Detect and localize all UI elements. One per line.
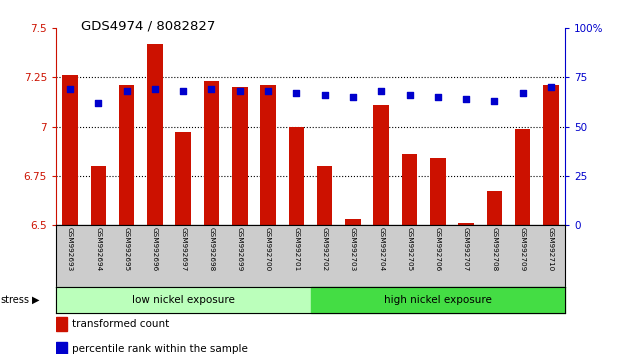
Point bbox=[489, 98, 499, 104]
Text: high nickel exposure: high nickel exposure bbox=[384, 295, 492, 305]
Point bbox=[235, 88, 245, 94]
Bar bbox=[430, 158, 446, 225]
Point bbox=[376, 88, 386, 94]
Bar bbox=[175, 132, 191, 225]
Bar bbox=[260, 85, 276, 225]
Point bbox=[348, 94, 358, 100]
Point bbox=[461, 96, 471, 102]
Bar bbox=[56, 342, 67, 354]
Text: GSM992695: GSM992695 bbox=[124, 227, 130, 271]
Bar bbox=[373, 105, 389, 225]
Text: GSM992697: GSM992697 bbox=[180, 227, 186, 271]
Bar bbox=[310, 287, 565, 313]
Bar bbox=[204, 81, 219, 225]
Bar bbox=[458, 223, 474, 225]
Bar bbox=[487, 192, 502, 225]
Point bbox=[433, 94, 443, 100]
Text: GSM992707: GSM992707 bbox=[463, 227, 469, 271]
Text: GSM992698: GSM992698 bbox=[209, 227, 214, 271]
Bar bbox=[402, 154, 417, 225]
Bar bbox=[62, 75, 78, 225]
Bar bbox=[56, 287, 310, 313]
Text: GSM992705: GSM992705 bbox=[407, 227, 412, 271]
Point bbox=[93, 100, 103, 106]
Point bbox=[207, 86, 217, 92]
Bar bbox=[289, 126, 304, 225]
Point bbox=[150, 86, 160, 92]
Bar bbox=[232, 87, 248, 225]
Text: GSM992703: GSM992703 bbox=[350, 227, 356, 271]
Text: GSM992700: GSM992700 bbox=[265, 227, 271, 271]
Text: percentile rank within the sample: percentile rank within the sample bbox=[72, 344, 248, 354]
Text: GSM992706: GSM992706 bbox=[435, 227, 441, 271]
Text: GSM992701: GSM992701 bbox=[293, 227, 299, 271]
Point bbox=[320, 92, 330, 98]
Bar bbox=[543, 85, 559, 225]
Text: GSM992693: GSM992693 bbox=[67, 227, 73, 271]
Point bbox=[122, 88, 132, 94]
Text: GSM992696: GSM992696 bbox=[152, 227, 158, 271]
Text: GSM992709: GSM992709 bbox=[520, 227, 525, 271]
Bar bbox=[147, 44, 163, 225]
Bar bbox=[119, 85, 134, 225]
Text: GSM992699: GSM992699 bbox=[237, 227, 243, 271]
Point bbox=[291, 90, 301, 96]
Point bbox=[65, 86, 75, 92]
Text: stress: stress bbox=[1, 295, 30, 305]
Bar bbox=[345, 219, 361, 225]
Bar bbox=[56, 317, 67, 331]
Bar bbox=[91, 166, 106, 225]
Text: GSM992702: GSM992702 bbox=[322, 227, 328, 271]
Text: transformed count: transformed count bbox=[72, 319, 170, 329]
Point bbox=[404, 92, 414, 98]
Text: GSM992708: GSM992708 bbox=[491, 227, 497, 271]
Text: GSM992704: GSM992704 bbox=[378, 227, 384, 271]
Text: low nickel exposure: low nickel exposure bbox=[132, 295, 235, 305]
Bar bbox=[515, 129, 530, 225]
Point bbox=[263, 88, 273, 94]
Text: GSM992694: GSM992694 bbox=[96, 227, 101, 271]
Text: ▶: ▶ bbox=[32, 295, 40, 305]
Point bbox=[518, 90, 528, 96]
Text: GSM992710: GSM992710 bbox=[548, 227, 554, 271]
Point bbox=[546, 84, 556, 90]
Bar bbox=[317, 166, 332, 225]
Text: GDS4974 / 8082827: GDS4974 / 8082827 bbox=[81, 19, 215, 33]
Point bbox=[178, 88, 188, 94]
